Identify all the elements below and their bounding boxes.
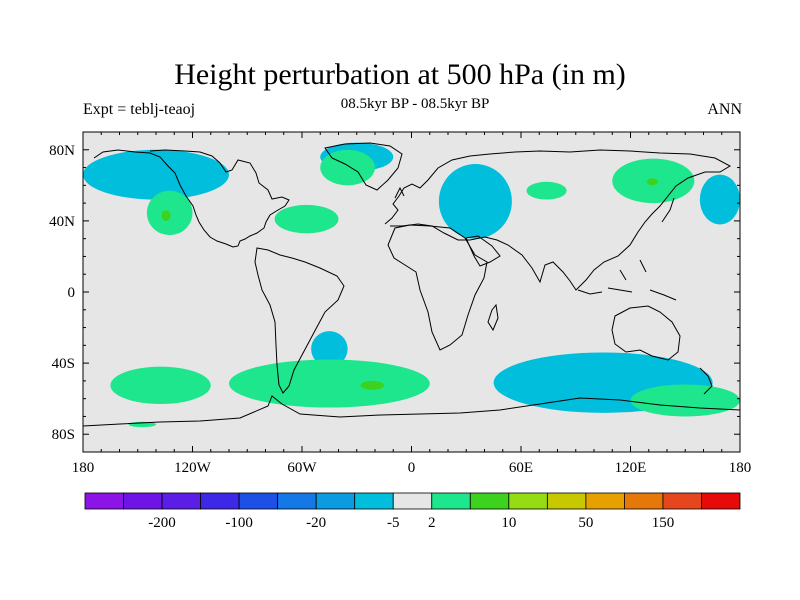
field-region-10 bbox=[699, 174, 740, 225]
colorbar-box bbox=[277, 492, 317, 510]
colorbar-label: -20 bbox=[306, 515, 326, 531]
colorbar-label: -200 bbox=[148, 515, 176, 531]
colorbar-box bbox=[354, 492, 394, 510]
x-tick-label: 180 bbox=[729, 460, 752, 476]
coastline-eurasia bbox=[384, 149, 732, 291]
colorbar-box bbox=[624, 492, 664, 510]
field-region-9 bbox=[646, 178, 658, 186]
colorbar-label: 2 bbox=[428, 515, 436, 531]
season-label: ANN bbox=[707, 101, 742, 118]
field-region-2 bbox=[320, 149, 375, 186]
field-region-13 bbox=[110, 366, 211, 405]
field-region-3 bbox=[438, 164, 512, 239]
colorbar-box bbox=[585, 492, 625, 510]
field-region-15 bbox=[360, 380, 385, 390]
colorbar: -200 -100 -20 -5 2 10 50 150 bbox=[84, 492, 741, 531]
coastline-islands bbox=[394, 186, 713, 395]
colorbar-box bbox=[200, 492, 240, 510]
y-tick-label: 80N bbox=[49, 143, 75, 159]
field-region-5 bbox=[161, 210, 171, 221]
colorbar-label: -100 bbox=[225, 515, 253, 531]
colorbar-label: 150 bbox=[652, 515, 675, 531]
coastline-madagascar bbox=[487, 303, 499, 332]
colorbar-box bbox=[161, 492, 201, 510]
colorbar-box bbox=[546, 492, 587, 510]
coastline-australia bbox=[611, 305, 681, 361]
colorbar-label: 50 bbox=[578, 515, 593, 531]
coastline-antarctica bbox=[83, 395, 740, 427]
x-tick-label: 60E bbox=[509, 460, 533, 476]
coastlines bbox=[83, 142, 740, 427]
colorbar-box bbox=[508, 492, 548, 510]
coastline-north-america bbox=[93, 149, 290, 248]
chart-subtitle: 08.5kyr BP - 08.5kyr BP bbox=[340, 96, 490, 112]
experiment-label: Expt = teblj-teaoj bbox=[83, 101, 196, 118]
coastline-arabia bbox=[465, 235, 501, 267]
x-tick-label: 180 bbox=[72, 460, 95, 476]
y-tick-label: 0 bbox=[68, 285, 76, 301]
field-region-7 bbox=[526, 181, 567, 200]
x-tick-label: 120E bbox=[615, 460, 647, 476]
axes: 180 120W 60W 0 60E 120E 180 80N 40N 0 40S 80S bbox=[49, 132, 751, 476]
colorbar-box bbox=[431, 492, 471, 510]
colorbar-box bbox=[662, 492, 702, 510]
field-region-11 bbox=[311, 331, 348, 367]
colorbar-box bbox=[238, 492, 279, 510]
y-tick-label: 80S bbox=[52, 427, 75, 443]
colorbar-box bbox=[392, 492, 433, 510]
colorbar-label: 10 bbox=[501, 515, 516, 531]
colorbar-box bbox=[469, 492, 510, 510]
coastline-greenland bbox=[324, 142, 403, 191]
colorbar-box bbox=[315, 492, 356, 510]
coastline-south-america bbox=[254, 247, 345, 394]
field-region-17 bbox=[630, 384, 740, 417]
y-tick-label: 40N bbox=[49, 214, 75, 230]
colorbar-box bbox=[123, 492, 163, 510]
colorbar-label: -5 bbox=[387, 515, 400, 531]
field-region-14 bbox=[229, 359, 430, 408]
colorbar-box bbox=[84, 492, 124, 510]
field-region-6 bbox=[274, 204, 339, 234]
field-region-0 bbox=[83, 149, 229, 200]
chart-title: Height perturbation at 500 hPa (in m) bbox=[174, 58, 626, 91]
x-tick-label: 60W bbox=[287, 460, 317, 476]
x-tick-label: 120W bbox=[174, 460, 212, 476]
colorbar-box bbox=[701, 492, 741, 510]
x-tick-label: 0 bbox=[408, 460, 416, 476]
y-tick-label: 40S bbox=[52, 356, 75, 372]
coastline-africa bbox=[387, 224, 488, 351]
